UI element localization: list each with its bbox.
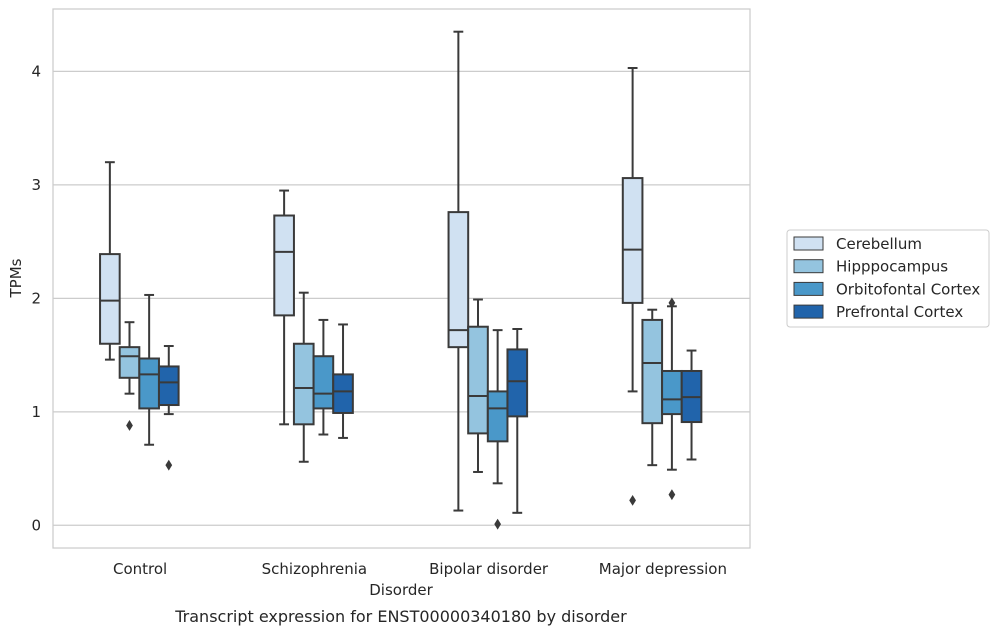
y-tick-label: 3 [31, 176, 41, 194]
box-2-2 [486, 329, 509, 530]
iqr-box [447, 211, 470, 349]
outlier-marker [668, 489, 676, 501]
box-1-2 [467, 298, 489, 473]
outlier-marker [494, 518, 502, 530]
iqr-box [118, 346, 141, 379]
legend-swatch [793, 281, 824, 296]
legend-label: Orbitofontal Cortex [836, 280, 980, 298]
x-tick-label: Schizophrenia [262, 560, 367, 578]
box-3-1 [332, 323, 354, 439]
iqr-box [506, 348, 529, 418]
iqr-box [621, 177, 644, 304]
iqr-box [138, 357, 160, 410]
x-tick-labels: Control Schizophrenia Bipolar disorder Majo… [113, 560, 727, 578]
iqr-box [273, 214, 295, 317]
legend-label: Prefrontal Cortex [836, 303, 963, 321]
y-tick-label: 2 [31, 289, 41, 307]
box-0-1 [273, 189, 295, 426]
iqr-box [641, 318, 664, 425]
outlier-marker [629, 494, 636, 506]
legend-item: Hipppocampus [793, 258, 948, 276]
box-2-3 [661, 297, 683, 501]
box-3-3 [680, 349, 703, 461]
outlier-marker [668, 297, 676, 309]
iqr-box [661, 369, 683, 416]
box-1-1 [292, 291, 315, 463]
legend-item: Orbitofontal Cortex [793, 280, 980, 298]
x-tick-label: Major depression [599, 560, 727, 578]
box-0-2 [447, 30, 470, 512]
legend-label: Hipppocampus [836, 258, 948, 276]
iqr-box [99, 253, 121, 345]
outlier-marker [126, 420, 133, 431]
y-axis-title: TPMs [7, 258, 25, 298]
box-3-0 [157, 345, 180, 471]
legend: Cerebellum Hipppocampus Orbitofontal Corte… [786, 229, 990, 328]
y-tick-label: 0 [31, 516, 41, 534]
legend-swatch [793, 304, 824, 319]
series-3 [157, 323, 703, 514]
series-1 [118, 291, 664, 473]
box-0-0 [99, 161, 121, 361]
box-series [99, 30, 703, 530]
iqr-box [157, 365, 180, 407]
legend-swatch [793, 259, 824, 274]
iqr-box [312, 355, 335, 410]
series-2 [138, 293, 683, 530]
iqr-box [292, 342, 315, 426]
plot-area-frame [52, 8, 751, 549]
legend-item: Cerebellum [793, 235, 922, 253]
outlier-marker [165, 459, 173, 471]
x-tick-label: Control [113, 560, 167, 578]
iqr-box [467, 325, 489, 435]
legend-swatch [793, 236, 824, 251]
legend-item: Prefrontal Cortex [793, 303, 963, 321]
legend-frame [786, 229, 990, 328]
y-tick-label: 4 [31, 62, 41, 80]
y-tick-label: 1 [31, 403, 41, 421]
iqr-box [486, 390, 509, 443]
chart-caption: Transcript expression for ENST0000034018… [174, 607, 627, 626]
box-3-2 [506, 327, 529, 514]
box-0-3 [621, 67, 644, 506]
series-0 [99, 30, 644, 512]
iqr-box [332, 373, 354, 414]
x-tick-label: Bipolar disorder [429, 560, 549, 578]
legend-label: Cerebellum [836, 235, 922, 253]
x-axis-title: Disorder [369, 581, 433, 599]
y-tick-labels: 0 1 2 3 4 [31, 62, 41, 534]
